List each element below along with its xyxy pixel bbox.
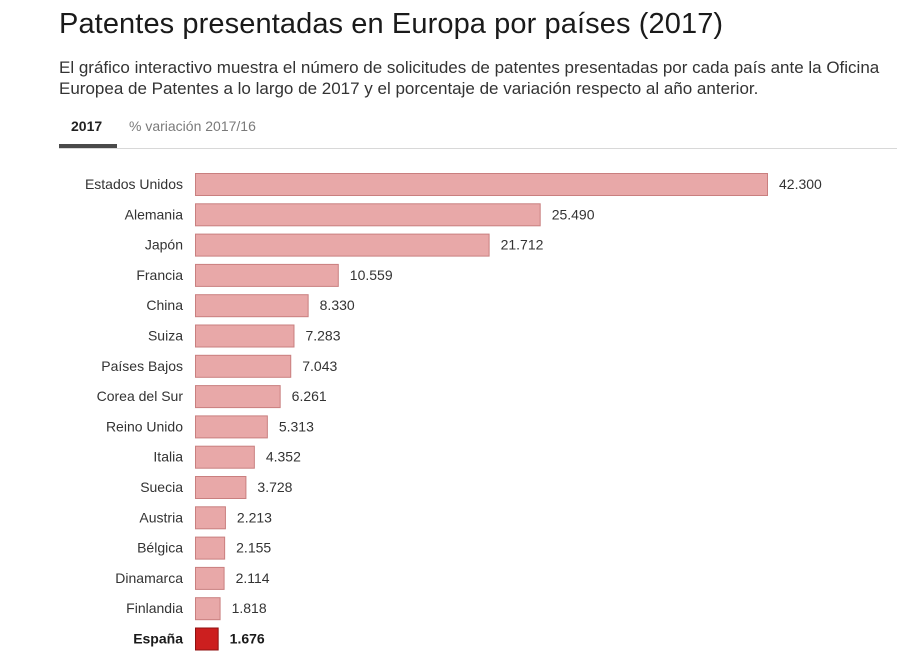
bar[interactable] [195, 597, 221, 621]
bar[interactable] [195, 173, 768, 196]
category-label: Austria [139, 509, 183, 525]
category-label: Alemania [125, 206, 184, 222]
value-label: 3.728 [257, 479, 292, 495]
bar[interactable] [195, 385, 281, 409]
value-label: 2.114 [236, 570, 270, 586]
chart-subtitle: El gráfico interactivo muestra el número… [59, 58, 880, 98]
bar[interactable] [195, 263, 339, 287]
value-label: 10.559 [350, 267, 393, 283]
bar[interactable] [195, 233, 490, 257]
bar-chart: Estados Unidos 42.300 Alemania 25.490 Japón 2… [85, 173, 822, 651]
bar[interactable] [195, 354, 292, 378]
category-label: Reino Unido [106, 418, 183, 434]
active-tab-indicator [59, 144, 117, 148]
category-label: China [146, 297, 183, 313]
category-label: Países Bajos [101, 358, 183, 374]
tab-variacion[interactable]: % variación 2017/16 [129, 118, 256, 134]
category-label: España [133, 631, 183, 647]
category-label: Finlandia [126, 600, 183, 616]
value-label: 4.352 [266, 449, 301, 465]
category-label: Suiza [148, 328, 183, 344]
bar[interactable] [195, 203, 541, 227]
category-label: Estados Unidos [85, 176, 183, 192]
category-label: Italia [153, 449, 183, 465]
value-label: 7.043 [302, 358, 337, 374]
bar[interactable] [195, 506, 226, 530]
value-label: 1.818 [232, 600, 267, 616]
value-label: 1.676 [230, 631, 265, 647]
tab-2017[interactable]: 2017 [71, 118, 103, 134]
bar[interactable] [195, 294, 309, 318]
category-label: Corea del Sur [97, 388, 184, 404]
category-label: Dinamarca [115, 570, 183, 586]
bar[interactable] [195, 415, 268, 439]
tab-bar: 2017 % variación 2017/16 [59, 110, 897, 149]
value-label: 7.283 [305, 328, 340, 344]
bar[interactable] [195, 476, 247, 499]
bar[interactable] [195, 445, 255, 469]
bar-highlight[interactable] [195, 627, 219, 651]
chart-title: Patentes presentadas en Europa por paíse… [59, 8, 724, 40]
category-label: Suecia [140, 479, 183, 495]
category-label: Bélgica [137, 540, 183, 556]
category-label: Francia [136, 267, 183, 283]
value-label: 5.313 [279, 418, 314, 434]
value-label: 42.300 [779, 176, 822, 192]
value-label: 25.490 [552, 206, 595, 222]
bar[interactable] [195, 324, 295, 348]
value-label: 8.330 [320, 297, 355, 313]
value-label: 2.155 [236, 540, 271, 556]
bar[interactable] [195, 536, 226, 560]
value-label: 6.261 [292, 388, 327, 404]
value-label: 2.213 [237, 509, 272, 525]
bar[interactable] [195, 566, 225, 590]
value-label: 21.712 [501, 237, 544, 253]
category-label: Japón [145, 237, 183, 253]
